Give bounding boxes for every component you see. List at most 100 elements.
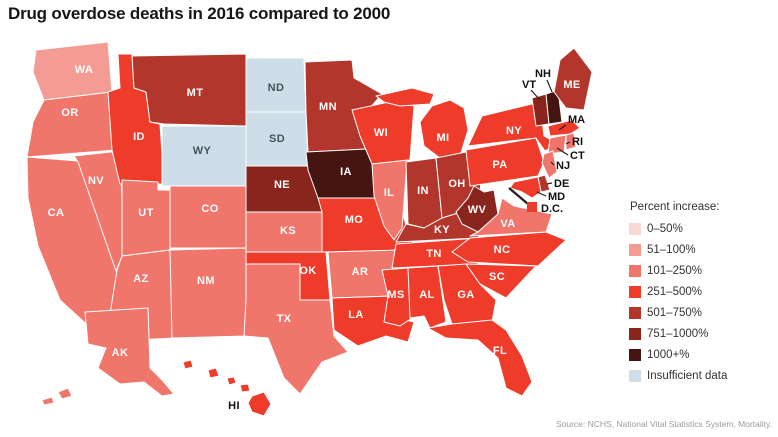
- state-label-TN: TN: [426, 248, 441, 260]
- callout-line-MD: [536, 191, 547, 197]
- legend-color-swatch: [629, 285, 641, 298]
- state-shape-ME: [553, 47, 593, 111]
- state-label-NM: NM: [197, 275, 215, 287]
- callout-line-DC: [508, 187, 529, 205]
- state-label-UT: UT: [138, 207, 153, 219]
- state-label-CO: CO: [201, 203, 218, 215]
- state-shape-WV: [455, 185, 499, 233]
- state-label-MN: MN: [319, 101, 337, 113]
- legend-item-label: 51–100%: [647, 243, 696, 256]
- state-label-MO: MO: [345, 214, 364, 226]
- state-label-OH: OH: [448, 178, 465, 190]
- legend-color-swatch: [629, 369, 641, 382]
- state-label-LA: LA: [348, 309, 363, 321]
- legend-item: Insufficient data: [629, 365, 777, 386]
- legend-item: 501–750%: [629, 302, 777, 323]
- legend-item: 1000+%: [629, 344, 777, 365]
- state-label-MT: MT: [187, 87, 204, 99]
- state-label-CA: CA: [48, 207, 65, 219]
- state-label-SC: SC: [489, 271, 505, 283]
- state-label-WI: WI: [374, 127, 388, 139]
- state-label-NC: NC: [494, 244, 511, 256]
- callout-line-VT: [530, 89, 541, 101]
- state-shape-FL: [427, 319, 533, 397]
- state-label-HI: HI: [228, 400, 240, 412]
- state-shape-HI: [247, 391, 272, 417]
- state-label-DE: DE: [554, 178, 569, 190]
- legend-color-swatch: [629, 222, 641, 235]
- state-label-AR: AR: [352, 266, 369, 278]
- legend-item: 751–1000%: [629, 323, 777, 344]
- legend-title: Percent increase:: [630, 201, 720, 213]
- state-label-NE: NE: [274, 179, 290, 191]
- state-shape-MI: [375, 87, 435, 107]
- callout-line-DE: [546, 182, 553, 185]
- state-label-GA: GA: [457, 289, 474, 301]
- state-shape-HI: [182, 359, 194, 370]
- legend-item-label: 101–250%: [647, 264, 702, 277]
- state-shape-MD: [509, 176, 542, 199]
- state-shape-MI: [419, 99, 469, 159]
- legend-item-label: 251–500%: [647, 285, 702, 298]
- state-label-CT: CT: [570, 150, 585, 162]
- state-label-IL: IL: [384, 187, 395, 199]
- state-label-VT: VT: [522, 79, 536, 91]
- state-shape-AK: [84, 307, 175, 397]
- state-label-AL: AL: [419, 289, 434, 301]
- state-label-KS: KS: [280, 225, 296, 237]
- state-label-OR: OR: [61, 107, 78, 119]
- state-shape-AK: [57, 387, 73, 400]
- legend-color-swatch: [629, 306, 641, 319]
- state-shape-HI: [207, 367, 220, 379]
- state-label-IN: IN: [417, 185, 429, 197]
- state-shape-WA: [32, 41, 113, 101]
- legend-item: 0–50%: [629, 218, 777, 239]
- legend-item-label: 751–1000%: [647, 327, 709, 340]
- callout-line-NJ: [550, 161, 555, 166]
- callout-line-RI: [565, 141, 571, 145]
- legend-item: 51–100%: [629, 239, 777, 260]
- state-shape-SC: [465, 263, 537, 299]
- state-label-DC: D.C.: [541, 203, 563, 215]
- state-label-WY: WY: [193, 145, 212, 157]
- state-label-AK: AK: [112, 347, 129, 359]
- state-label-FL: FL: [493, 345, 507, 357]
- state-label-SD: SD: [269, 133, 285, 145]
- state-label-NV: NV: [88, 175, 104, 187]
- state-label-VA: VA: [500, 218, 515, 230]
- legend-item-label: Insufficient data: [647, 369, 728, 382]
- legend-color-swatch: [629, 348, 641, 361]
- chart-title: Drug overdose deaths in 2016 compared to…: [8, 4, 391, 23]
- state-shape-CO: [169, 185, 247, 249]
- state-label-MS: MS: [387, 289, 404, 301]
- state-label-WA: WA: [75, 64, 94, 76]
- callout-line-NH: [546, 79, 553, 93]
- state-label-KY: KY: [434, 224, 450, 236]
- state-label-WV: WV: [468, 204, 487, 216]
- state-shape-VA: [469, 197, 553, 237]
- state-shape-NC: [451, 231, 567, 267]
- state-shape-HI: [239, 383, 251, 393]
- state-label-NH: NH: [535, 68, 551, 80]
- state-label-MA: MA: [568, 114, 585, 126]
- legend-item-label: 0–50%: [647, 222, 683, 235]
- legend-item: 101–250%: [629, 260, 777, 281]
- state-shape-PA: [465, 137, 545, 187]
- state-shape-RI: [565, 132, 577, 151]
- legend-color-swatch: [629, 264, 641, 277]
- state-shape-CT: [547, 134, 567, 155]
- state-shape-OR: [26, 91, 117, 158]
- legend-item-label: 1000+%: [647, 348, 690, 361]
- state-label-ME: ME: [563, 79, 580, 91]
- state-shape-NM: [169, 247, 247, 339]
- callout-line-CT: [556, 147, 569, 156]
- state-shape-NJ: [541, 150, 558, 179]
- state-swatch-DC: [527, 202, 537, 212]
- state-label-ID: ID: [133, 131, 145, 143]
- state-shape-AK: [41, 396, 55, 406]
- legend: Percent increase: 0–50% 51–100% 101–250% 25…: [629, 201, 777, 386]
- state-shape-TX: [243, 263, 349, 395]
- state-label-NY: NY: [506, 125, 522, 137]
- callout-line-MA: [558, 124, 567, 131]
